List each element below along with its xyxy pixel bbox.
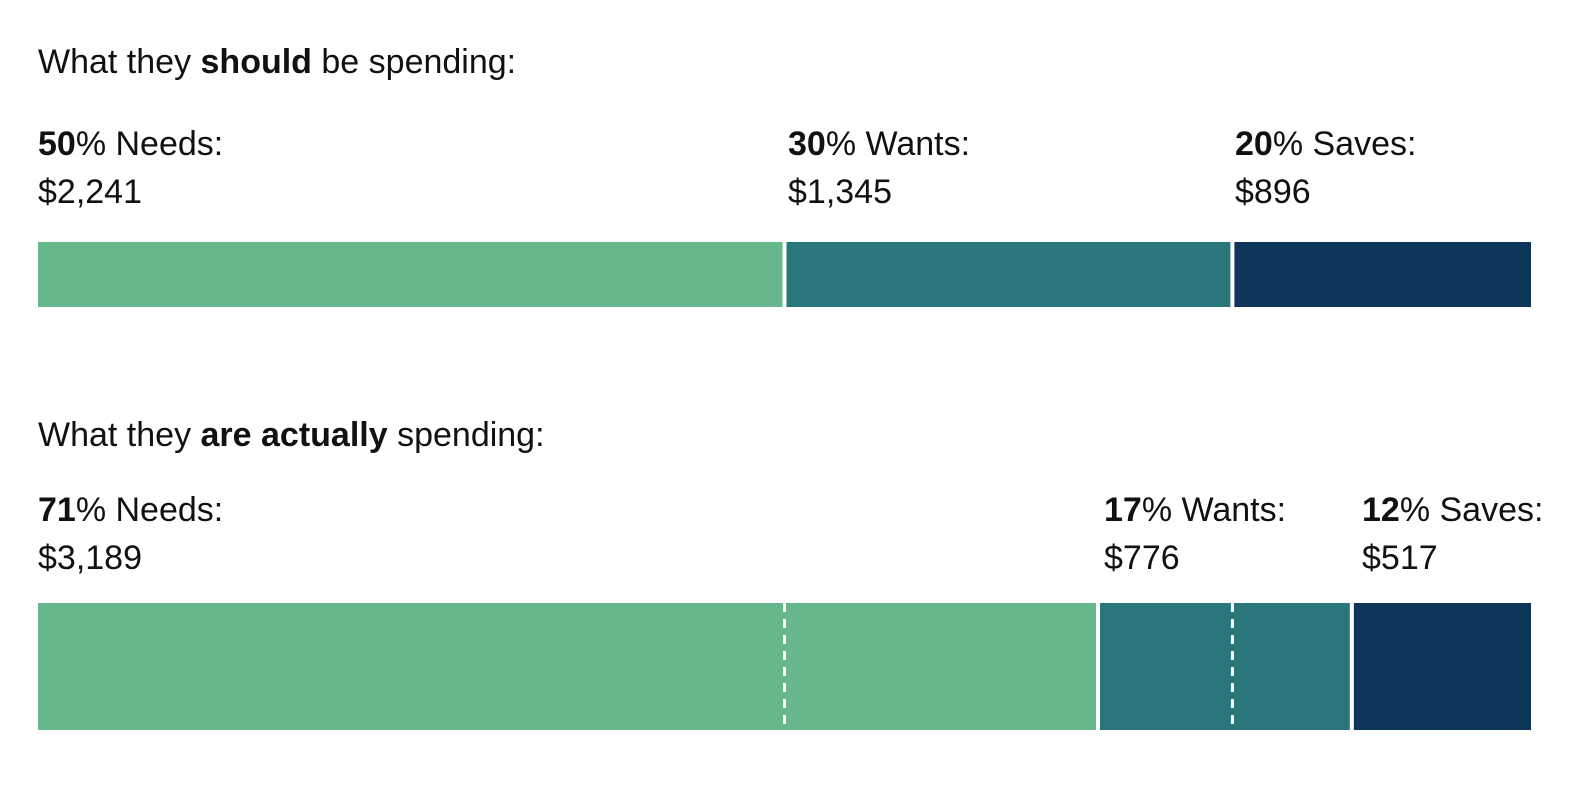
chart-1-saves-segment — [1234, 242, 1531, 307]
chart-1-needs-amount: $2,241 — [38, 173, 142, 211]
chart-2-saves-name: % Saves: — [1399, 491, 1544, 529]
chart-1-saves-name: % Saves: — [1272, 125, 1417, 163]
chart-1-heading-pre: What they — [38, 43, 201, 81]
chart-1-needs-name: % Needs: — [75, 125, 224, 163]
chart-1-saves-label: 20% Saves: $896 — [1235, 120, 1416, 216]
chart-2-heading-post: spending: — [387, 416, 545, 454]
chart-2-saves-percent: 12 — [1362, 491, 1400, 529]
chart-2-heading: What they are actually spending: — [38, 415, 545, 455]
chart-2-needs-amount: $3,189 — [38, 539, 142, 577]
chart-1-wants-name: % Wants: — [825, 125, 971, 163]
chart-2-wants-label: 17% Wants: $776 — [1104, 486, 1286, 582]
chart-1-heading-bold: should — [200, 43, 312, 81]
chart-1-bar — [38, 242, 1531, 307]
chart-2-wants-name: % Wants: — [1141, 491, 1287, 529]
chart-2-wants-percent: 17 — [1104, 491, 1142, 529]
chart-2-bar-svg — [38, 603, 1531, 730]
chart-2-needs-label: 71% Needs: $3,189 — [38, 486, 223, 582]
chart-2-saves-label: 12% Saves: $517 — [1362, 486, 1543, 582]
chart-1-saves-percent: 20 — [1235, 125, 1273, 163]
chart-2-heading-pre: What they — [38, 416, 201, 454]
chart-1-wants-segment — [786, 242, 1231, 307]
chart-2-wants-amount: $776 — [1104, 539, 1180, 577]
chart-1-heading: What they should be spending: — [38, 42, 516, 82]
chart-2-needs-name: % Needs: — [75, 491, 224, 529]
chart-2-wants-segment — [1100, 603, 1350, 730]
chart-1-needs-label: 50% Needs: $2,241 — [38, 120, 223, 216]
chart-2-saves-amount: $517 — [1362, 539, 1438, 577]
chart-1-needs-percent: 50 — [38, 125, 76, 163]
chart-1-wants-percent: 30 — [788, 125, 826, 163]
chart-2-bar — [38, 603, 1531, 730]
chart-1-wants-label: 30% Wants: $1,345 — [788, 120, 970, 216]
chart-1-wants-amount: $1,345 — [788, 173, 892, 211]
chart-1-saves-amount: $896 — [1235, 173, 1311, 211]
chart-2-needs-segment — [38, 603, 1097, 730]
chart-2-heading-bold: are actually — [200, 416, 388, 454]
chart-2-needs-percent: 71 — [38, 491, 76, 529]
chart-1-bar-svg — [38, 242, 1531, 307]
chart-2-saves-segment — [1353, 603, 1531, 730]
chart-1-heading-post: be spending: — [311, 43, 517, 81]
chart-1-needs-segment — [38, 242, 783, 307]
